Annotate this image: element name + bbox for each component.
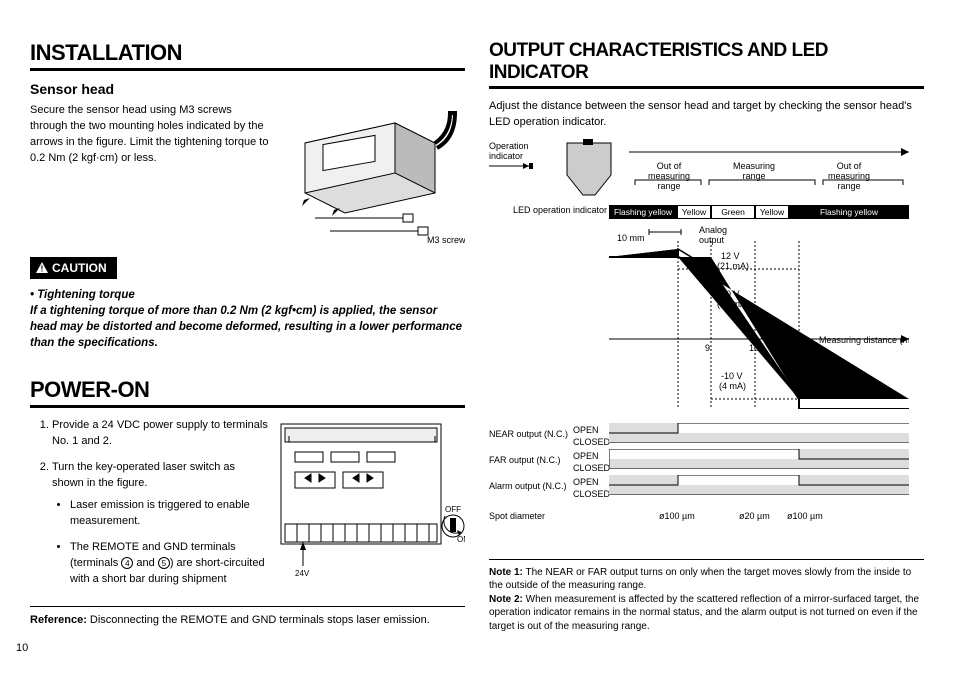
op-ind-label: Operation indicator bbox=[489, 141, 544, 173]
output-char-title: OUTPUT CHARACTERISTICS AND LED INDICATOR bbox=[489, 40, 924, 89]
intro-text: Adjust the distance between the sensor h… bbox=[489, 99, 924, 131]
svg-text:(21 mA): (21 mA) bbox=[717, 261, 749, 271]
svg-text:Measuring distance (mm): Measuring distance (mm) bbox=[819, 335, 909, 345]
tightening-torque-title: • Tightening torque bbox=[30, 289, 465, 301]
right-column: OUTPUT CHARACTERISTICS AND LED INDICATOR… bbox=[489, 40, 924, 654]
svg-text:(20 mA): (20 mA) bbox=[717, 299, 749, 309]
svg-text:9: 9 bbox=[705, 343, 710, 353]
caution-label: CAUTION bbox=[52, 261, 107, 275]
svg-text:24V: 24V bbox=[295, 569, 310, 578]
sensor-head-heading: Sensor head bbox=[30, 81, 465, 97]
svg-text:(4 mA): (4 mA) bbox=[719, 381, 746, 391]
svg-text:ON: ON bbox=[457, 535, 465, 544]
svg-text:10 V: 10 V bbox=[721, 289, 740, 299]
left-column: INSTALLATION Sensor head M3 screw Secure… bbox=[30, 40, 465, 654]
svg-text:10: 10 bbox=[749, 343, 759, 353]
alarm-label: Alarm output (N.C.) bbox=[489, 481, 569, 491]
installation-title: INSTALLATION bbox=[30, 40, 465, 71]
svg-text:12 V: 12 V bbox=[721, 251, 740, 261]
output-chart: Operation indicator Out of measuring ran… bbox=[489, 139, 924, 549]
svg-text:!: ! bbox=[41, 265, 44, 274]
warning-icon: ! bbox=[36, 262, 48, 273]
tightening-torque-warning: If a tightening torque of more than 0.2 … bbox=[30, 303, 465, 351]
svg-text:-10 V: -10 V bbox=[721, 371, 743, 381]
poweron-figure: OFF ON 24V bbox=[275, 418, 465, 578]
svg-text:OFF: OFF bbox=[445, 505, 461, 514]
page-number: 10 bbox=[16, 642, 28, 654]
svg-text:11: 11 bbox=[793, 343, 802, 353]
caution-badge: ! CAUTION bbox=[30, 257, 117, 279]
m3-screw-label: M3 screw bbox=[427, 235, 465, 243]
near-label: NEAR output (N.C.) bbox=[489, 429, 569, 439]
analog-graph: 12 V (21 mA) 10 V (20 mA) -10 V (4 mA) 9… bbox=[609, 239, 909, 409]
led-bar: Flashing yellow Yellow Green Yellow Flas… bbox=[609, 205, 909, 219]
reference-note: Reference: Disconnecting the REMOTE and … bbox=[30, 606, 465, 629]
notes: Note 1: The NEAR or FAR output turns on … bbox=[489, 559, 924, 634]
sensor-figure: M3 screw bbox=[275, 103, 465, 243]
far-label: FAR output (N.C.) bbox=[489, 455, 569, 465]
poweron-title: POWER-ON bbox=[30, 377, 465, 408]
